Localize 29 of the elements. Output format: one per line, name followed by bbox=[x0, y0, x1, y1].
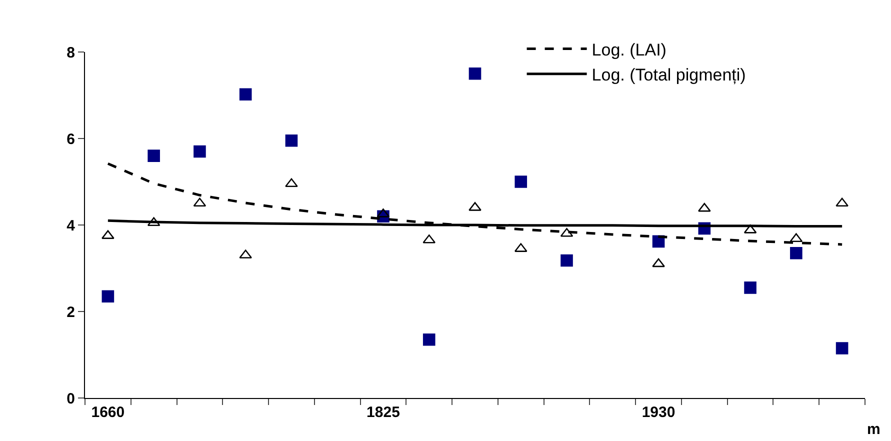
point bbox=[193, 198, 206, 207]
x-axis-title: m bbox=[867, 421, 880, 438]
x-tick-label: 1660 bbox=[91, 404, 125, 421]
point bbox=[836, 342, 848, 354]
y-tick-label: 8 bbox=[66, 44, 75, 62]
x-tick-label: 1930 bbox=[642, 404, 676, 421]
legend-label: Log. (Total pigmenți) bbox=[592, 66, 746, 85]
y-tick-label: 6 bbox=[66, 130, 75, 148]
point bbox=[285, 178, 298, 188]
legend-label: Log. (LAI) bbox=[592, 40, 666, 60]
point bbox=[652, 258, 665, 268]
point bbox=[468, 67, 482, 80]
point bbox=[102, 290, 114, 303]
point bbox=[698, 202, 711, 212]
y-tick-label: 4 bbox=[66, 217, 76, 234]
y-tick-label: 0 bbox=[66, 390, 75, 408]
point bbox=[790, 246, 802, 260]
point bbox=[744, 282, 756, 294]
point bbox=[422, 333, 436, 346]
point bbox=[194, 145, 206, 158]
point bbox=[239, 88, 252, 101]
x-tick-label: 1825 bbox=[366, 404, 400, 421]
point bbox=[560, 254, 573, 267]
point bbox=[514, 176, 528, 188]
point bbox=[285, 134, 298, 147]
point bbox=[148, 150, 160, 162]
point bbox=[422, 234, 436, 244]
y-tick-label: 2 bbox=[66, 304, 75, 321]
point bbox=[836, 198, 848, 207]
